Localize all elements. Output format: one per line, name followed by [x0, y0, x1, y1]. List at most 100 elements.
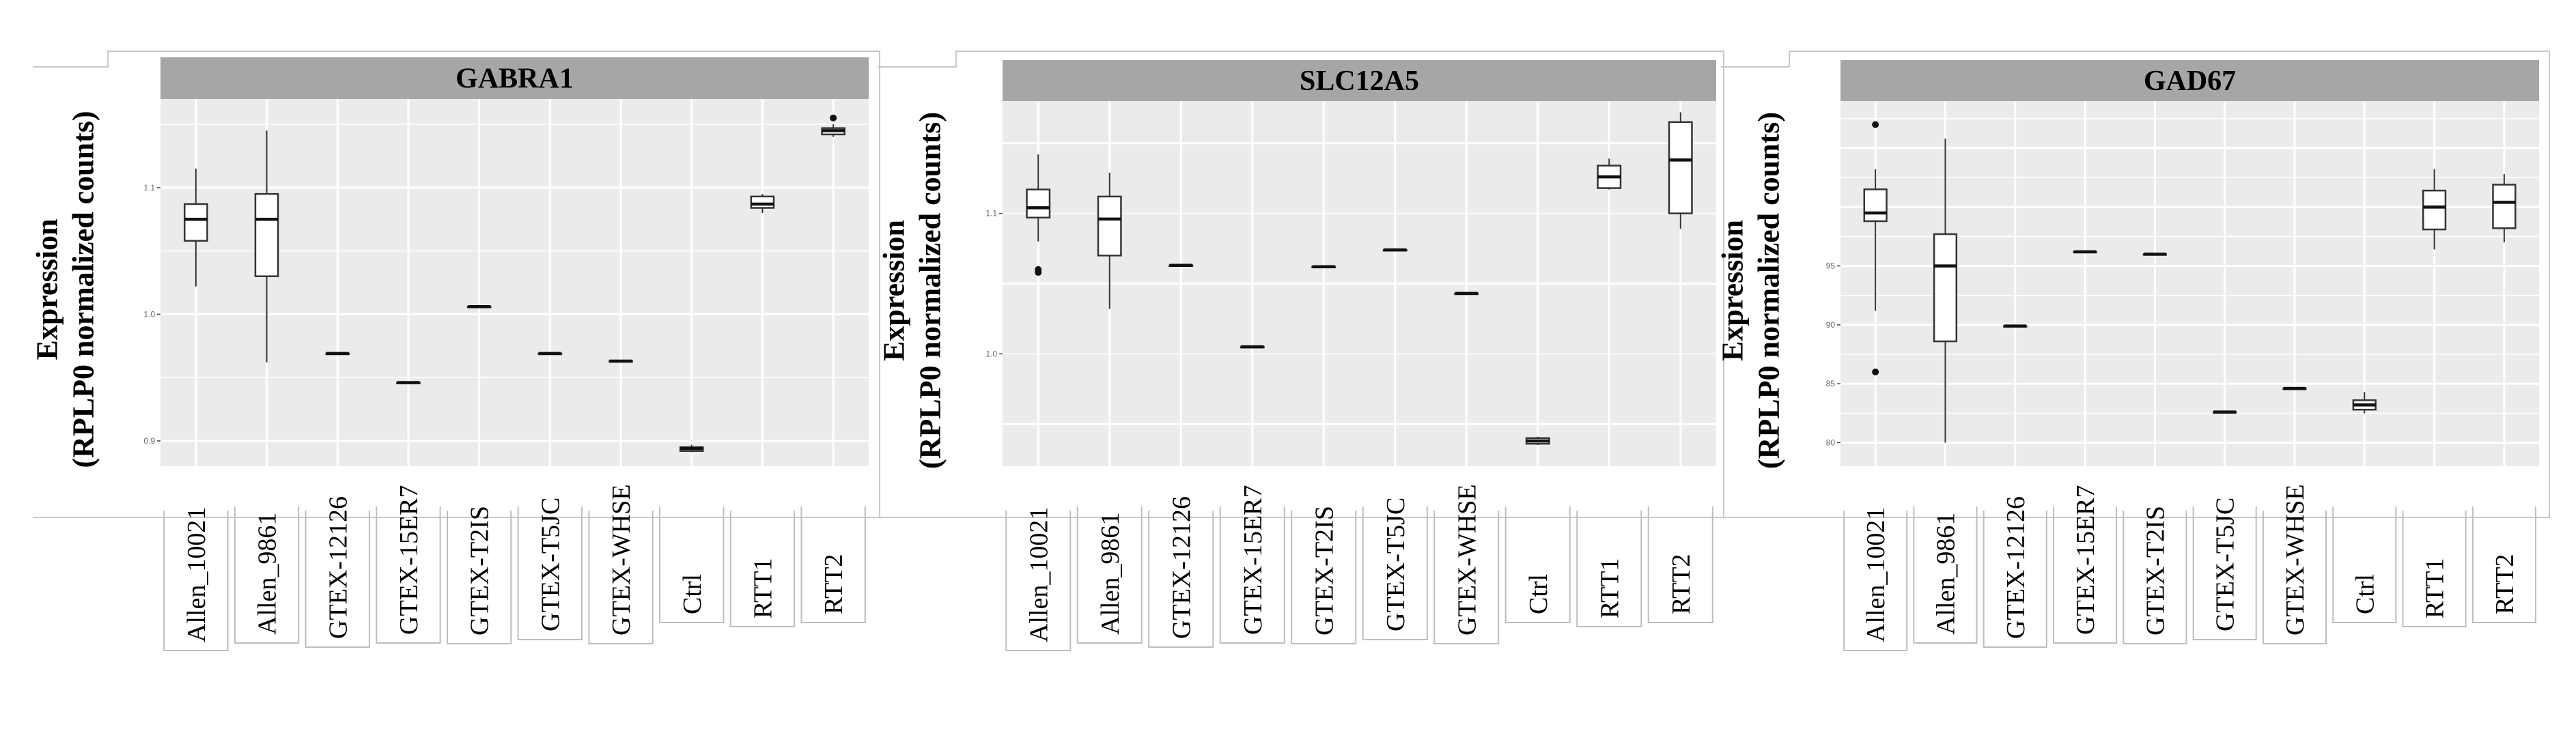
- slc12a5-ylabel: Expression(RPLP0 normalized counts): [878, 112, 947, 469]
- gad67-xlabel-tab: [2332, 506, 2397, 623]
- gad67-box-gtex-t5jc: [2213, 410, 2237, 414]
- gad67-box-allen-10021: [1863, 121, 1888, 375]
- gad67-box-allen-9861: [1933, 139, 1958, 443]
- gabra1-xlabel-tab: [800, 506, 866, 623]
- gabra1-xlabel-tab: [446, 511, 512, 644]
- gabra1-ytick-label: 1.0: [143, 309, 155, 319]
- box-iqr: [1933, 233, 1958, 343]
- gad67-box-gtex-t2is: [2142, 253, 2167, 256]
- gad67-xtick-gtex-t5jc: GTEX-T5JC: [2211, 498, 2240, 631]
- gad67-strip: [1840, 60, 2539, 101]
- gad67-ytick-label: 90: [1826, 320, 1836, 330]
- gabra1-box-rtt1: [750, 194, 775, 213]
- gad67-xlabel-tab: [1983, 511, 2047, 648]
- gad67-xlabel-tab: [2472, 506, 2536, 623]
- gabra1-xtick-gtex-whse: GTEX-WHSE: [607, 484, 636, 635]
- gad67-xlabel-tab: [2192, 506, 2257, 640]
- gabra1-xlabel-tab: [234, 506, 300, 644]
- gabra1-xlabel-tab: [588, 511, 654, 644]
- box-iqr: [1863, 188, 1888, 223]
- box-iqr: [1668, 121, 1693, 214]
- gad67-xtick-allen-9861: Allen_9861: [1931, 513, 1960, 635]
- slc12a5-xlabel-tab: [1291, 511, 1357, 644]
- gad67-frame: [1721, 51, 2550, 518]
- gabra1-xtick-gtex-15er7: GTEX-15ER7: [395, 485, 423, 635]
- gabra1-xtick-gtex-t5jc: GTEX-T5JC: [536, 498, 565, 631]
- slc12a5-xtick-allen-10021: Allen_10021: [1024, 507, 1053, 642]
- gad67-xtick-rtt1: RTT1: [2421, 558, 2450, 619]
- gabra1-box-allen-10021: [184, 169, 208, 287]
- gabra1-ylabel: Expression(RPLP0 normalized counts): [31, 111, 100, 468]
- slc12a5-xtick-allen-9861: Allen_9861: [1096, 513, 1125, 635]
- gad67-ytick-label: 95: [1826, 261, 1836, 271]
- slc12a5-box-allen-10021: [1026, 154, 1051, 276]
- gabra1-xtick-gtex-12126: GTEX-12126: [324, 496, 352, 639]
- gabra1-xlabel-tab: [305, 511, 370, 648]
- gad67-box-gtex-whse: [2282, 386, 2307, 390]
- slc12a5-xlabel-tab: [1647, 506, 1713, 623]
- gad67-xlabel-tab: [2262, 511, 2327, 644]
- slc12a5-box-gtex-t2is: [1311, 265, 1336, 269]
- slc12a5-xlabel-tab: [1576, 511, 1642, 627]
- gad67-xlabel-tab: [1843, 511, 1908, 651]
- gad67-box-gtex-12126: [2003, 324, 2028, 328]
- box-iqr: [184, 203, 208, 242]
- box-iqr: [2492, 184, 2517, 229]
- gabra1-ytick-label: 0.9: [143, 436, 155, 446]
- panel-gad67: GAD67 80 85 90 95 Expression(RPLP0 normalized…: [1716, 51, 2550, 651]
- gabra1-xlabel-tab: [659, 506, 725, 623]
- gad67-ytick-label: 80: [1826, 438, 1836, 447]
- slc12a5-xtick-ctrl: Ctrl: [1524, 574, 1553, 614]
- gabra1-xlabel-tab: [376, 506, 441, 644]
- gabra1-frame: [33, 51, 880, 518]
- gad67-xlabel-tab: [2402, 511, 2467, 627]
- gad67-xtick-gtex-12126: GTEX-12126: [2002, 496, 2030, 639]
- slc12a5-box-rtt2: [1668, 112, 1693, 229]
- gad67-xlabel-tab: [2123, 511, 2187, 644]
- slc12a5-xlabel-tab: [1504, 506, 1571, 623]
- slc12a5-xtick-gtex-12126: GTEX-12126: [1167, 496, 1196, 639]
- gabra1-box-ctrl: [679, 444, 704, 453]
- gabra1-box-gtex-whse: [608, 359, 633, 363]
- gabra1-box-gtex-t2is: [466, 304, 492, 309]
- slc12a5-box-ctrl: [1525, 436, 1550, 446]
- gabra1-ytick-label: 1.1: [143, 183, 155, 192]
- slc12a5-xtick-gtex-t2is: GTEX-T2IS: [1310, 506, 1339, 635]
- gad67-xlabel-tab: [2053, 506, 2118, 644]
- gabra1-box-rtt2: [821, 114, 845, 137]
- gad67-box-rtt2: [2492, 174, 2517, 243]
- gad67-xtick-rtt2: RTT2: [2491, 554, 2519, 615]
- gabra1-ylabel-line1: Expression: [31, 218, 64, 360]
- gabra1-plot-background: [160, 99, 869, 466]
- gad67-box-rtt1: [2422, 169, 2447, 250]
- gabra1-strip: [160, 57, 869, 99]
- box-outlier-point: [1872, 121, 1879, 128]
- gabra1-xlabel-tab: [163, 511, 229, 651]
- panel-slc12a5: SLC12A5 1.0 1.1 Expression(RPLP0 normalized…: [878, 51, 1724, 651]
- box-iqr: [254, 192, 279, 277]
- gad67-xtick-gtex-t2is: GTEX-T2IS: [2141, 506, 2170, 635]
- gabra1-box-allen-9861: [254, 130, 279, 362]
- gad67-ytick-label: 85: [1826, 379, 1836, 388]
- box-iqr: [2422, 189, 2447, 231]
- gabra1-xtick-gtex-t2is: GTEX-T2IS: [466, 506, 494, 635]
- gad67-ylabel-line1: Expression: [1716, 220, 1750, 361]
- box-iqr: [1097, 195, 1122, 257]
- box-outlier-point: [1035, 269, 1042, 276]
- slc12a5-strip: [1003, 60, 1716, 101]
- gad67-strip-title: GAD67: [2144, 66, 2236, 97]
- gabra1-xlabel-tab: [729, 511, 796, 627]
- gad67-xtick-ctrl: Ctrl: [2351, 574, 2379, 614]
- gad67-ylabel: Expression(RPLP0 normalized counts): [1716, 112, 1786, 469]
- gad67-xlabel-tab: [1913, 506, 1978, 644]
- slc12a5-xlabel-tab: [1219, 506, 1285, 644]
- slc12a5-xlabel-tab: [1005, 511, 1072, 651]
- gad67-box-gtex-15er7: [2073, 250, 2097, 254]
- slc12a5-ylabel-line2: (RPLP0 normalized counts): [913, 112, 947, 469]
- gad67-xtick-gtex-15er7: GTEX-15ER7: [2071, 485, 2100, 635]
- gabra1-xtick-allen-9861: Allen_9861: [253, 513, 282, 635]
- slc12a5-xlabel-tab: [1433, 511, 1500, 644]
- slc12a5-box-rtt1: [1597, 158, 1622, 190]
- slc12a5-xlabel-tab: [1362, 506, 1428, 640]
